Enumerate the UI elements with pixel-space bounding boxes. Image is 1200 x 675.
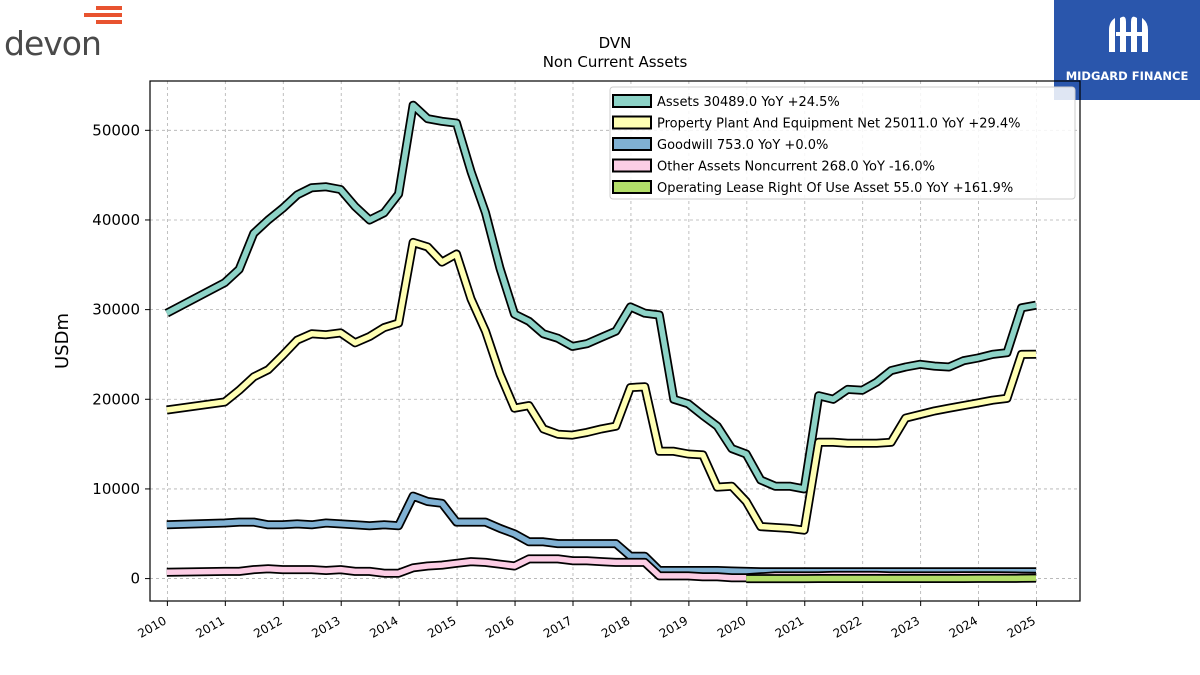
chart-title: DVN: [599, 34, 632, 52]
legend-label: Assets 30489.0 YoY +24.5%: [657, 95, 840, 110]
y-axis-ticks: 0 10000 20000 30000 40000 50000: [92, 121, 150, 588]
series-line: [746, 575, 1037, 582]
x-tick-label: 2020: [715, 613, 748, 640]
series-0: [164, 100, 1037, 494]
legend-swatch: [612, 115, 652, 130]
x-tick-label: 2015: [425, 613, 458, 640]
x-tick-label: 2010: [135, 613, 168, 640]
midgard-emblem-icon: [1109, 16, 1148, 53]
y-tick-label: 20000: [92, 390, 140, 408]
x-tick-label: 2019: [657, 613, 690, 640]
y-axis-label: USDm: [52, 313, 73, 369]
devon-logo-bar: [96, 20, 122, 24]
y-tick-label: 30000: [92, 301, 140, 319]
series-outline: [166, 237, 1037, 535]
x-tick-label: 2012: [251, 613, 284, 640]
x-tick-label: 2013: [309, 613, 342, 640]
x-tick-label: 2017: [541, 613, 574, 640]
x-tick-label: 2024: [947, 613, 980, 640]
series-4: [746, 573, 1037, 584]
legend-item: Goodwill 753.0 YoY +0.0%: [612, 137, 828, 153]
devon-logo-text: devon: [4, 24, 102, 63]
legend-swatch: [612, 137, 652, 151]
midgard-finance-logo: MIDGARD FINANCE: [1054, 0, 1200, 100]
series-1: [166, 237, 1037, 535]
x-tick-label: 2016: [483, 613, 516, 640]
y-tick-label: 10000: [92, 480, 140, 498]
plot-frame: [149, 80, 1081, 602]
devon-logo-bar: [84, 13, 122, 17]
x-tick-label: 2025: [1005, 613, 1038, 640]
chart-subtitle: Non Current Assets: [543, 53, 688, 71]
legend-swatch: [612, 158, 652, 173]
legend-label: Operating Lease Right Of Use Asset 55.0 …: [657, 181, 1013, 196]
legend-label: Other Assets Noncurrent 268.0 YoY -16.0%: [657, 160, 935, 175]
x-tick-label: 2014: [367, 613, 400, 640]
legend-swatch: [612, 94, 652, 108]
x-tick-label: 2011: [193, 613, 226, 640]
legend-item: Property Plant And Equipment Net 25011.0…: [612, 115, 1021, 132]
midgard-logo-text: MIDGARD FINANCE: [1065, 69, 1189, 83]
devon-logo-bar: [96, 6, 122, 10]
x-tick-label: 2023: [889, 613, 922, 640]
x-tick-label: 2021: [773, 613, 806, 640]
y-tick-label: 0: [130, 570, 140, 588]
devon-logo: devon: [4, 4, 124, 64]
legend-label: Goodwill 753.0 YoY +0.0%: [657, 138, 828, 153]
legend-box: [609, 86, 1076, 200]
legend-item: Assets 30489.0 YoY +24.5%: [612, 94, 840, 110]
x-axis-ticks: 2010 2011 2012 2013 2014 2015 2016 2017 2018 2019…: [135, 601, 1038, 641]
series-line: [166, 239, 1037, 533]
legend-label: Property Plant And Equipment Net 25011.0…: [657, 117, 1021, 132]
x-tick-label: 2022: [831, 613, 864, 640]
series-line: [165, 102, 1037, 492]
series-group: [164, 100, 1037, 584]
y-tick-label: 40000: [92, 211, 140, 229]
legend-swatch: [612, 180, 652, 194]
y-tick-label: 50000: [92, 121, 140, 139]
legend-item: Operating Lease Right Of Use Asset 55.0 …: [612, 180, 1013, 196]
legend-item: Other Assets Noncurrent 268.0 YoY -16.0%: [612, 158, 935, 175]
x-tick-label: 2018: [599, 613, 632, 640]
legend: Assets 30489.0 YoY +24.5% Property Plant …: [609, 86, 1076, 200]
